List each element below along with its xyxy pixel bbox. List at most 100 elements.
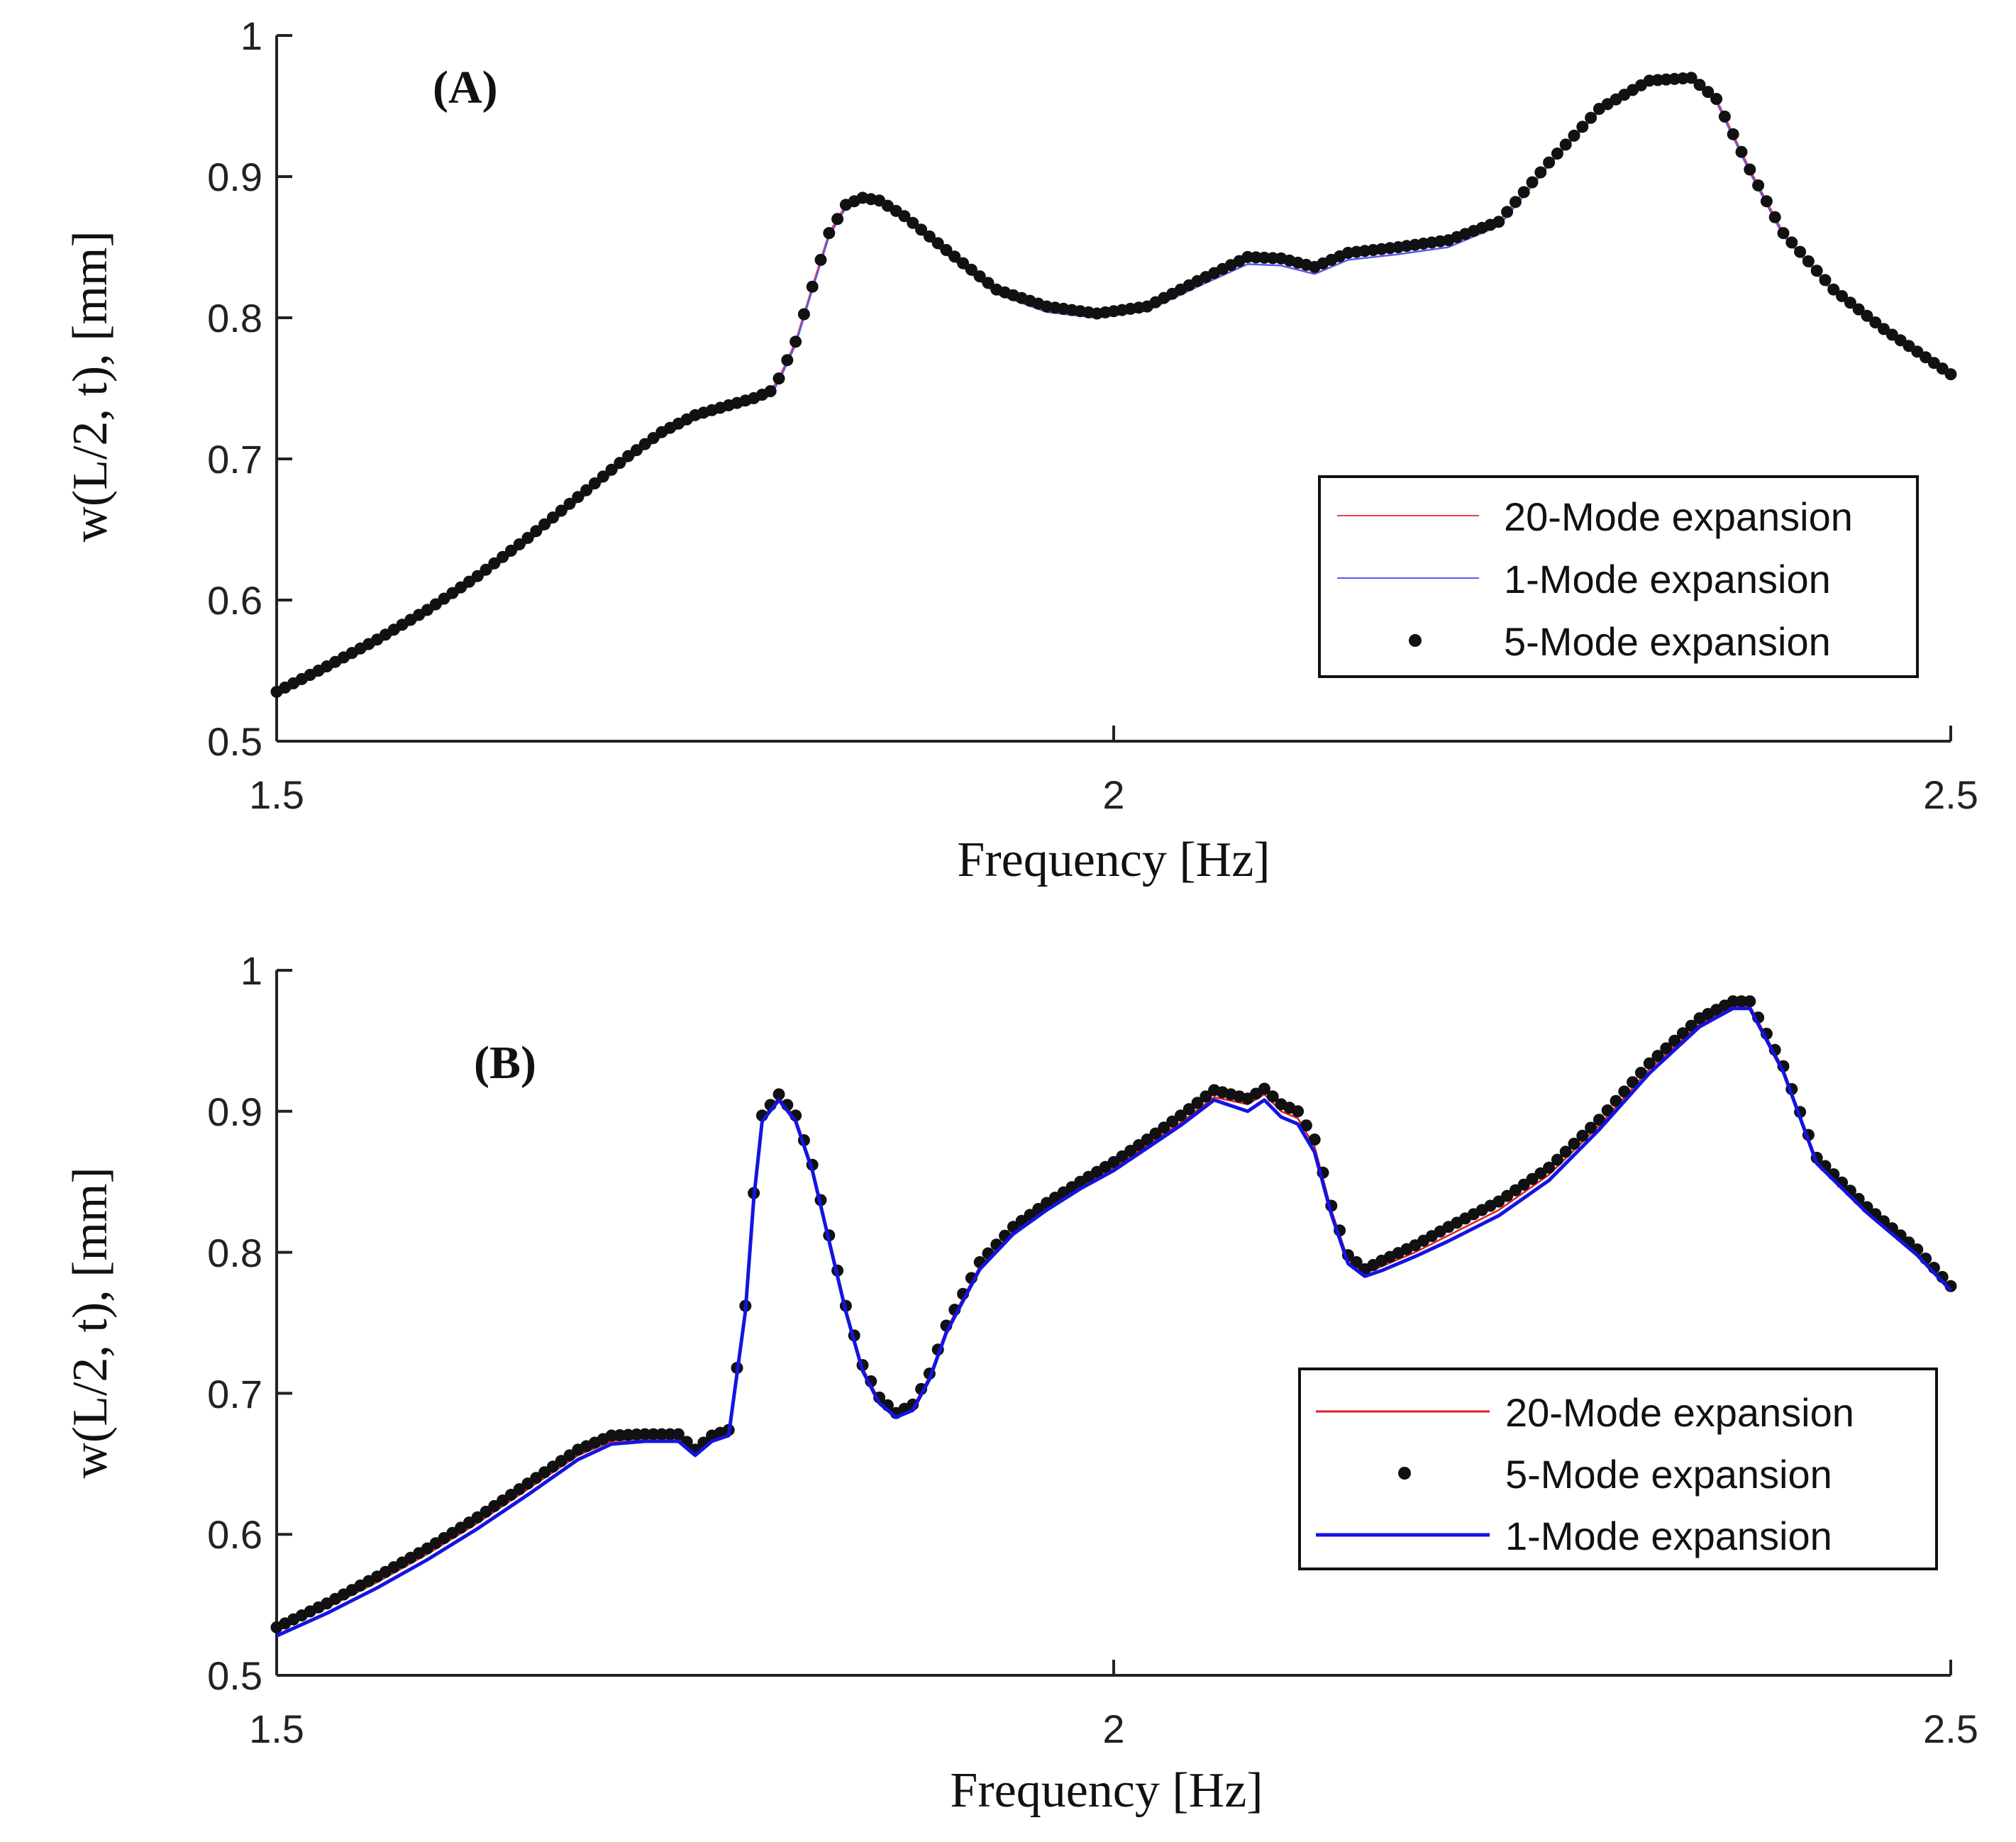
panel-a-marker-5-mode-expansion [1794, 245, 1807, 258]
panel-a-marker-5-mode-expansion [1559, 138, 1572, 151]
panel-b-marker-5-mode-expansion [1543, 1161, 1556, 1174]
panel-a-marker-5-mode-expansion [931, 237, 944, 250]
panel-a-marker-5-mode-expansion [1501, 206, 1514, 218]
panel-a-marker-5-mode-expansion [1685, 72, 1697, 84]
panel-a-marker-5-mode-expansion [521, 531, 534, 544]
panel-a-marker-5-mode-expansion [823, 227, 836, 240]
panel-b-marker-5-mode-expansion [1258, 1082, 1270, 1095]
panel-a-marker-5-mode-expansion [1852, 303, 1865, 316]
panel-a-marker-5-mode-expansion [1702, 86, 1715, 99]
panel-a-marker-5-mode-expansion [797, 308, 810, 321]
panel-b-marker-5-mode-expansion [1643, 1057, 1656, 1070]
panel-b-marker-5-mode-expansion [1158, 1121, 1170, 1134]
panel-b-ytick-label: 0.5 [207, 1653, 262, 1698]
panel-a-marker-5-mode-expansion [965, 263, 977, 276]
panel-a-marker-5-mode-expansion [1810, 265, 1823, 277]
panel-b-ytick-label: 0.8 [207, 1231, 262, 1275]
panel-a-ytick-label: 0.7 [207, 437, 262, 482]
panel-b-xtick-label: 2.5 [1923, 1707, 1978, 1751]
panel-a-marker-5-mode-expansion [1509, 196, 1522, 209]
panel-a-marker-5-mode-expansion [555, 504, 567, 517]
panel-a-ytick-label: 0.8 [207, 296, 262, 340]
panel-a-marker-5-mode-expansion [1768, 211, 1781, 223]
panel-b-ytick-label: 1 [240, 948, 262, 993]
panel-b-xlabel: Frequency [Hz] [950, 1763, 1263, 1818]
panel-b-marker-5-mode-expansion [1601, 1104, 1614, 1116]
panel-b-axes [275, 969, 1952, 1677]
panel-b: (B) 0.5 0.6 0.7 0.8 0.9 1 1.5 2 2.5 Freq… [63, 948, 1978, 1818]
panel-a-marker-5-mode-expansion [1869, 316, 1882, 329]
panel-a-marker-5-mode-expansion [1568, 129, 1580, 142]
panel-a-legend-swatch-5mode [1409, 634, 1422, 647]
panel-a-marker-5-mode-expansion [480, 563, 492, 576]
panel-a-marker-5-mode-expansion [831, 213, 844, 226]
panel-a-marker-5-mode-expansion [471, 570, 484, 582]
panel-b-legend-swatch-5mode [1398, 1467, 1411, 1480]
panel-b-ytick-label: 0.7 [207, 1372, 262, 1416]
panel-b-marker-5-mode-expansion [1559, 1145, 1572, 1158]
panel-b-marker-5-mode-expansion [1660, 1042, 1673, 1055]
panel-a-ylabel: w(L/2, t), [mm] [63, 231, 118, 542]
panel-a-marker-5-mode-expansion [1785, 236, 1798, 249]
panel-b-marker-5-mode-expansion [1593, 1114, 1605, 1126]
panel-b-legend-20mode: 20-Mode expansion [1505, 1390, 1854, 1435]
panel-b-marker-5-mode-expansion [1651, 1050, 1664, 1063]
panel-a-marker-5-mode-expansion [630, 444, 643, 457]
panel-a-marker-5-mode-expansion [814, 253, 827, 266]
panel-b-marker-5-mode-expansion [1735, 995, 1748, 1008]
panel-a-marker-5-mode-expansion [488, 557, 501, 570]
panel-b-marker-5-mode-expansion [1685, 1019, 1697, 1032]
panel-b-marker-5-mode-expansion [638, 1428, 651, 1441]
panel-a-ytick-label: 0.5 [207, 719, 262, 764]
panel-b-marker-5-mode-expansion [1668, 1034, 1681, 1047]
panel-b-legend-1mode: 1-Mode expansion [1505, 1514, 1832, 1558]
panel-a-marker-5-mode-expansion [572, 491, 585, 504]
panel-a-marker-5-mode-expansion [1543, 156, 1556, 169]
panel-a-marker-5-mode-expansion [622, 450, 635, 462]
panel-a-marker-5-mode-expansion [1777, 227, 1790, 240]
panel-b-marker-5-mode-expansion [1676, 1027, 1689, 1040]
panel-a-marker-5-mode-expansion [538, 518, 551, 531]
panel-b-marker-5-mode-expansion [655, 1428, 668, 1441]
panel-a-legend-20mode: 20-Mode expansion [1504, 494, 1853, 539]
panel-b-ytick-label: 0.6 [207, 1512, 262, 1557]
panel-a-marker-5-mode-expansion [1944, 368, 1957, 381]
panel-a-marker-5-mode-expansion [923, 230, 936, 243]
panel-b-xtick-label: 1.5 [249, 1707, 304, 1751]
panel-a-marker-5-mode-expansion [530, 525, 543, 538]
panel-a-marker-5-mode-expansion [513, 538, 526, 550]
panel-b-legend-5mode: 5-Mode expansion [1505, 1452, 1832, 1497]
panel-a-marker-5-mode-expansion [1844, 296, 1856, 309]
panel-a-marker-5-mode-expansion [772, 372, 785, 385]
panel-a-marker-5-mode-expansion [1827, 283, 1840, 296]
panel-b-ytick-label: 0.9 [207, 1089, 262, 1134]
panel-a-marker-5-mode-expansion [982, 277, 995, 289]
panel-b-marker-5-mode-expansion [1610, 1094, 1622, 1107]
panel-a-xtick-label: 2.5 [1923, 772, 1978, 817]
panel-a-marker-5-mode-expansion [1576, 121, 1589, 133]
panel-a-marker-5-mode-expansion [1760, 195, 1773, 208]
panel-a-marker-5-mode-expansion [1819, 274, 1832, 287]
panel-a-legend-5mode: 5-Mode expansion [1504, 619, 1831, 664]
panel-b-marker-5-mode-expansion [1292, 1105, 1305, 1118]
panel-a: (A) 0.5 0.6 0.7 0.8 0.9 1 1.5 2 2.5 Freq… [63, 13, 1978, 887]
panel-a-xlabel: Frequency [Hz] [957, 833, 1270, 887]
panel-b-series [270, 995, 1957, 1638]
panel-a-marker-5-mode-expansion [781, 354, 794, 367]
panel-a-marker-5-mode-expansion [1727, 128, 1739, 140]
panel-a-marker-5-mode-expansion [957, 257, 970, 270]
panel-a-legend: 20-Mode expansion 1-Mode expansion 5-Mod… [1318, 475, 1919, 678]
panel-a-marker-5-mode-expansion [1752, 179, 1765, 192]
panel-a-marker-5-mode-expansion [1718, 110, 1731, 123]
panel-a-xtick-label: 1.5 [249, 772, 304, 817]
panel-a-marker-5-mode-expansion [1534, 166, 1547, 179]
panel-a-marker-5-mode-expansion [1836, 290, 1849, 302]
panel-a-marker-5-mode-expansion [497, 550, 509, 563]
panel-b-marker-5-mode-expansion [647, 1428, 660, 1441]
panel-a-marker-5-mode-expansion [1526, 176, 1539, 189]
panel-b-xtick-label: 2 [1102, 1707, 1124, 1751]
panel-a-legend-1mode: 1-Mode expansion [1504, 557, 1831, 601]
panel-a-marker-5-mode-expansion [614, 457, 626, 470]
panel-b-marker-5-mode-expansion [1174, 1109, 1187, 1122]
